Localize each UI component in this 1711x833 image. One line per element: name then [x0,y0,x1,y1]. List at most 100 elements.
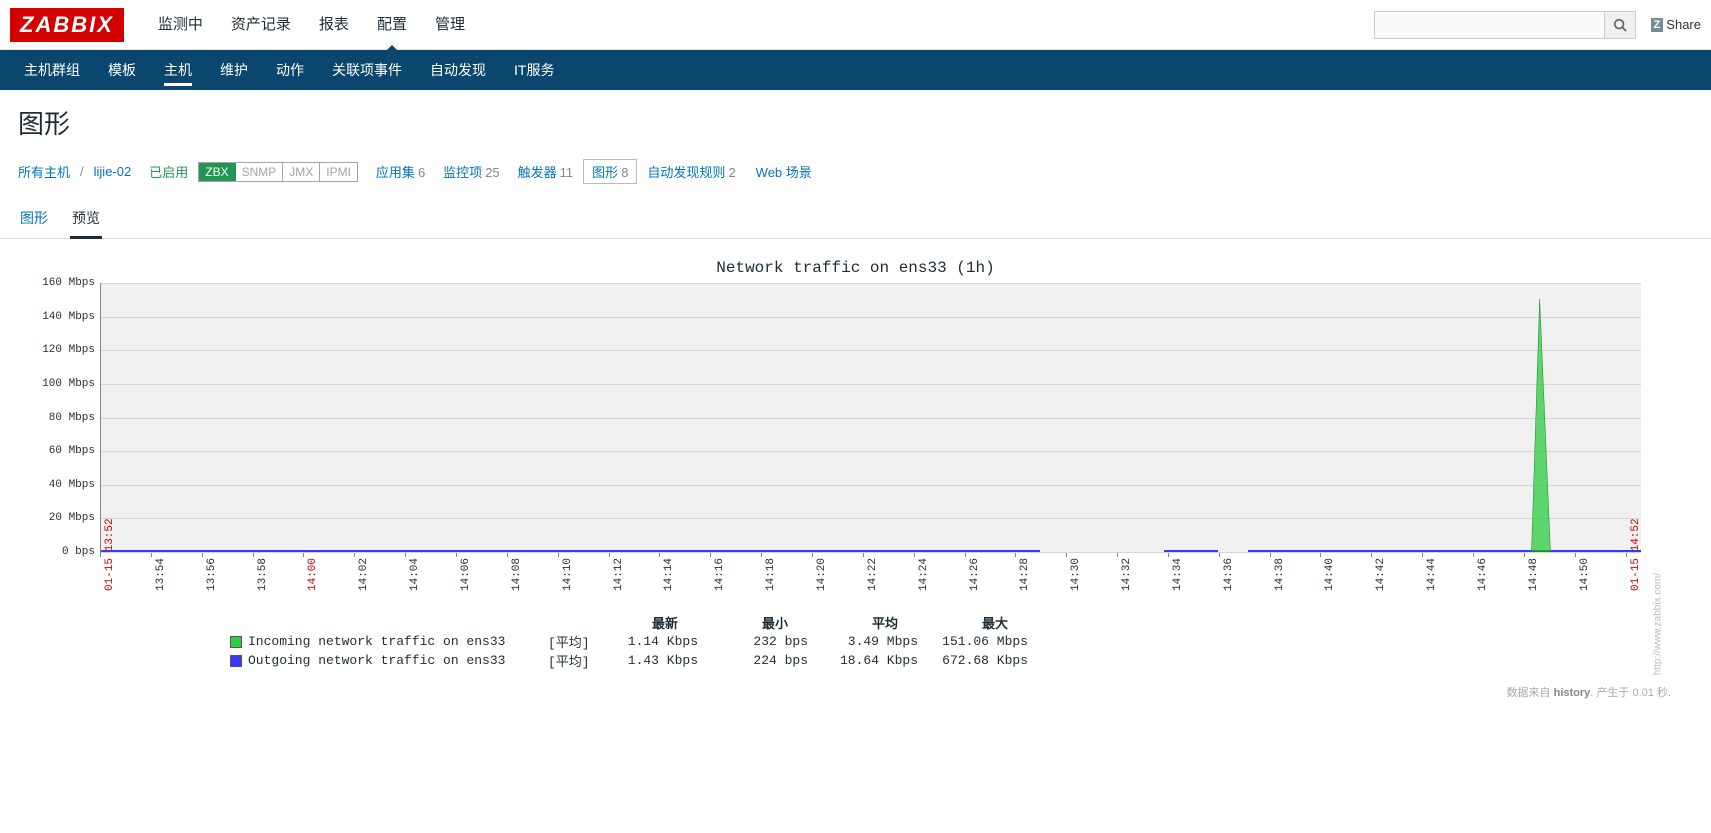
subnav-item-5[interactable]: 关联项事件 [318,50,416,90]
x-tick-label: 14:20 [816,558,828,591]
protocol-ipmi: IPMI [320,163,357,181]
plot-area: 160 Mbps140 Mbps120 Mbps100 Mbps80 Mbps6… [100,283,1641,553]
legend-agg: [平均] [548,651,608,670]
graph-count-box[interactable]: 图形8 [583,159,637,184]
grid-line [101,283,1641,284]
legend-min: 232 bps [718,634,828,649]
tab-1[interactable]: 预览 [70,198,102,238]
y-tick-label: 20 Mbps [49,512,101,524]
subnav-item-7[interactable]: IT服务 [500,50,568,90]
host-enabled-label: 已启用 [149,162,188,181]
topnav-item-4[interactable]: 管理 [421,0,479,50]
y-tick-label: 0 bps [62,546,101,558]
count-link-触发器[interactable]: 触发器11 [518,162,574,181]
x-tick-label: 14:00 [307,558,319,591]
x-tick-label: 14:46 [1477,558,1489,591]
legend-row: Incoming network traffic on ens33[平均]1.1… [230,632,1681,651]
y-tick-label: 40 Mbps [49,479,101,491]
search-button[interactable] [1604,11,1636,39]
subnav-item-0[interactable]: 主机群组 [10,50,94,90]
topnav-item-1[interactable]: 资产记录 [217,0,305,50]
topnav-item-2[interactable]: 报表 [305,0,363,50]
protocol-jmx: JMX [283,163,320,181]
web-scenarios-link[interactable]: Web 场景 [756,162,812,181]
x-tick-label: 14:44 [1426,558,1438,591]
x-tick-label: 14:12 [613,558,625,591]
subnav-item-3[interactable]: 维护 [206,50,262,90]
discovery-count-link[interactable]: 自动发现规则2 [647,162,735,181]
grid-line [101,384,1641,385]
legend-avg: 18.64 Kbps [828,653,938,668]
legend-latest: 1.43 Kbps [608,653,718,668]
x-tick-label: 13:54 [155,558,167,591]
legend-series-name: Incoming network traffic on ens33 [248,634,548,649]
topnav-item-0[interactable]: 监测中 [144,0,217,50]
tabs: 图形预览 [0,198,1711,239]
x-tick-label: 14:06 [460,558,472,591]
x-tick-label: 14:08 [511,558,523,591]
x-tick-label: 14:22 [867,558,879,591]
subnav-item-2[interactable]: 主机 [150,50,206,90]
breadcrumb-host[interactable]: lijie-02 [94,164,132,179]
x-tick-label: 14:32 [1121,558,1133,591]
x-tick-label: 14:16 [714,558,726,591]
grid-line [101,485,1641,486]
data-gap [1040,550,1163,552]
count-link-监控项[interactable]: 监控项25 [443,162,499,181]
count-link-应用集[interactable]: 应用集6 [376,162,425,181]
breadcrumb-sep: / [80,164,84,179]
grid-line [101,418,1641,419]
footer-note: 数据来自 history. 产生于 0.01 秒. [0,680,1711,704]
legend-agg: [平均] [548,632,608,651]
x-tick-label: 14:24 [918,558,930,591]
subnav-item-4[interactable]: 动作 [262,50,318,90]
page-header: 图形 [0,90,1711,151]
search-icon [1613,18,1627,32]
legend-max: 672.68 Kbps [938,653,1048,668]
grid-line [101,451,1641,452]
top-nav: ZABBIX 监测中资产记录报表配置管理 ZShare [0,0,1711,50]
incoming-spike [1510,299,1564,552]
x-tick-label: 14:28 [1019,558,1031,591]
legend-series-name: Outgoing network traffic on ens33 [248,653,548,668]
x-tick-label: 14:42 [1375,558,1387,591]
x-tick-label: 14:02 [358,558,370,591]
x-tick-label: 14:04 [409,558,421,591]
topnav-item-3[interactable]: 配置 [363,0,421,50]
legend-swatch [230,636,242,648]
x-tick-label: 13:56 [206,558,218,591]
y-tick-label: 80 Mbps [49,412,101,424]
x-tick-label: 01-15 13:52 [104,518,116,591]
chart-title: Network traffic on ens33 (1h) [30,259,1681,277]
x-tick-label: 14:48 [1528,558,1540,591]
x-tick-label: 14:18 [765,558,777,591]
share-link[interactable]: ZShare [1651,17,1701,32]
x-tick-label: 14:40 [1324,558,1336,591]
legend-latest: 1.14 Kbps [608,634,718,649]
y-tick-label: 140 Mbps [42,311,101,323]
data-gap [1218,550,1249,552]
subnav-item-6[interactable]: 自动发现 [416,50,500,90]
grid-line [101,350,1641,351]
protocol-zbx: ZBX [199,163,235,181]
chart-container: Network traffic on ens33 (1h) 160 Mbps14… [0,239,1711,680]
x-tick-label: 01-15 14:52 [1630,518,1642,591]
subnav-item-1[interactable]: 模板 [94,50,150,90]
search-wrap: ZShare [1374,11,1701,39]
x-tick-label: 14:26 [969,558,981,591]
tab-0[interactable]: 图形 [18,198,50,238]
breadcrumb-bar: 所有主机 / lijie-02 已启用 ZBXSNMPJMXIPMI 应用集6监… [0,151,1711,198]
y-tick-label: 100 Mbps [42,378,101,390]
legend-min: 224 bps [718,653,828,668]
x-tick-label: 14:14 [663,558,675,591]
legend-max: 151.06 Mbps [938,634,1048,649]
y-tick-label: 160 Mbps [42,277,101,289]
logo[interactable]: ZABBIX [10,8,124,42]
x-tick-label: 14:38 [1274,558,1286,591]
search-input[interactable] [1374,11,1604,39]
zabbix-icon: Z [1651,18,1664,32]
chart-box: 160 Mbps140 Mbps120 Mbps100 Mbps80 Mbps6… [100,283,1641,603]
y-tick-label: 120 Mbps [42,344,101,356]
legend-table: 最新 最小 平均 最大 Incoming network traffic on … [230,613,1681,670]
breadcrumb-all-hosts[interactable]: 所有主机 [18,162,70,181]
